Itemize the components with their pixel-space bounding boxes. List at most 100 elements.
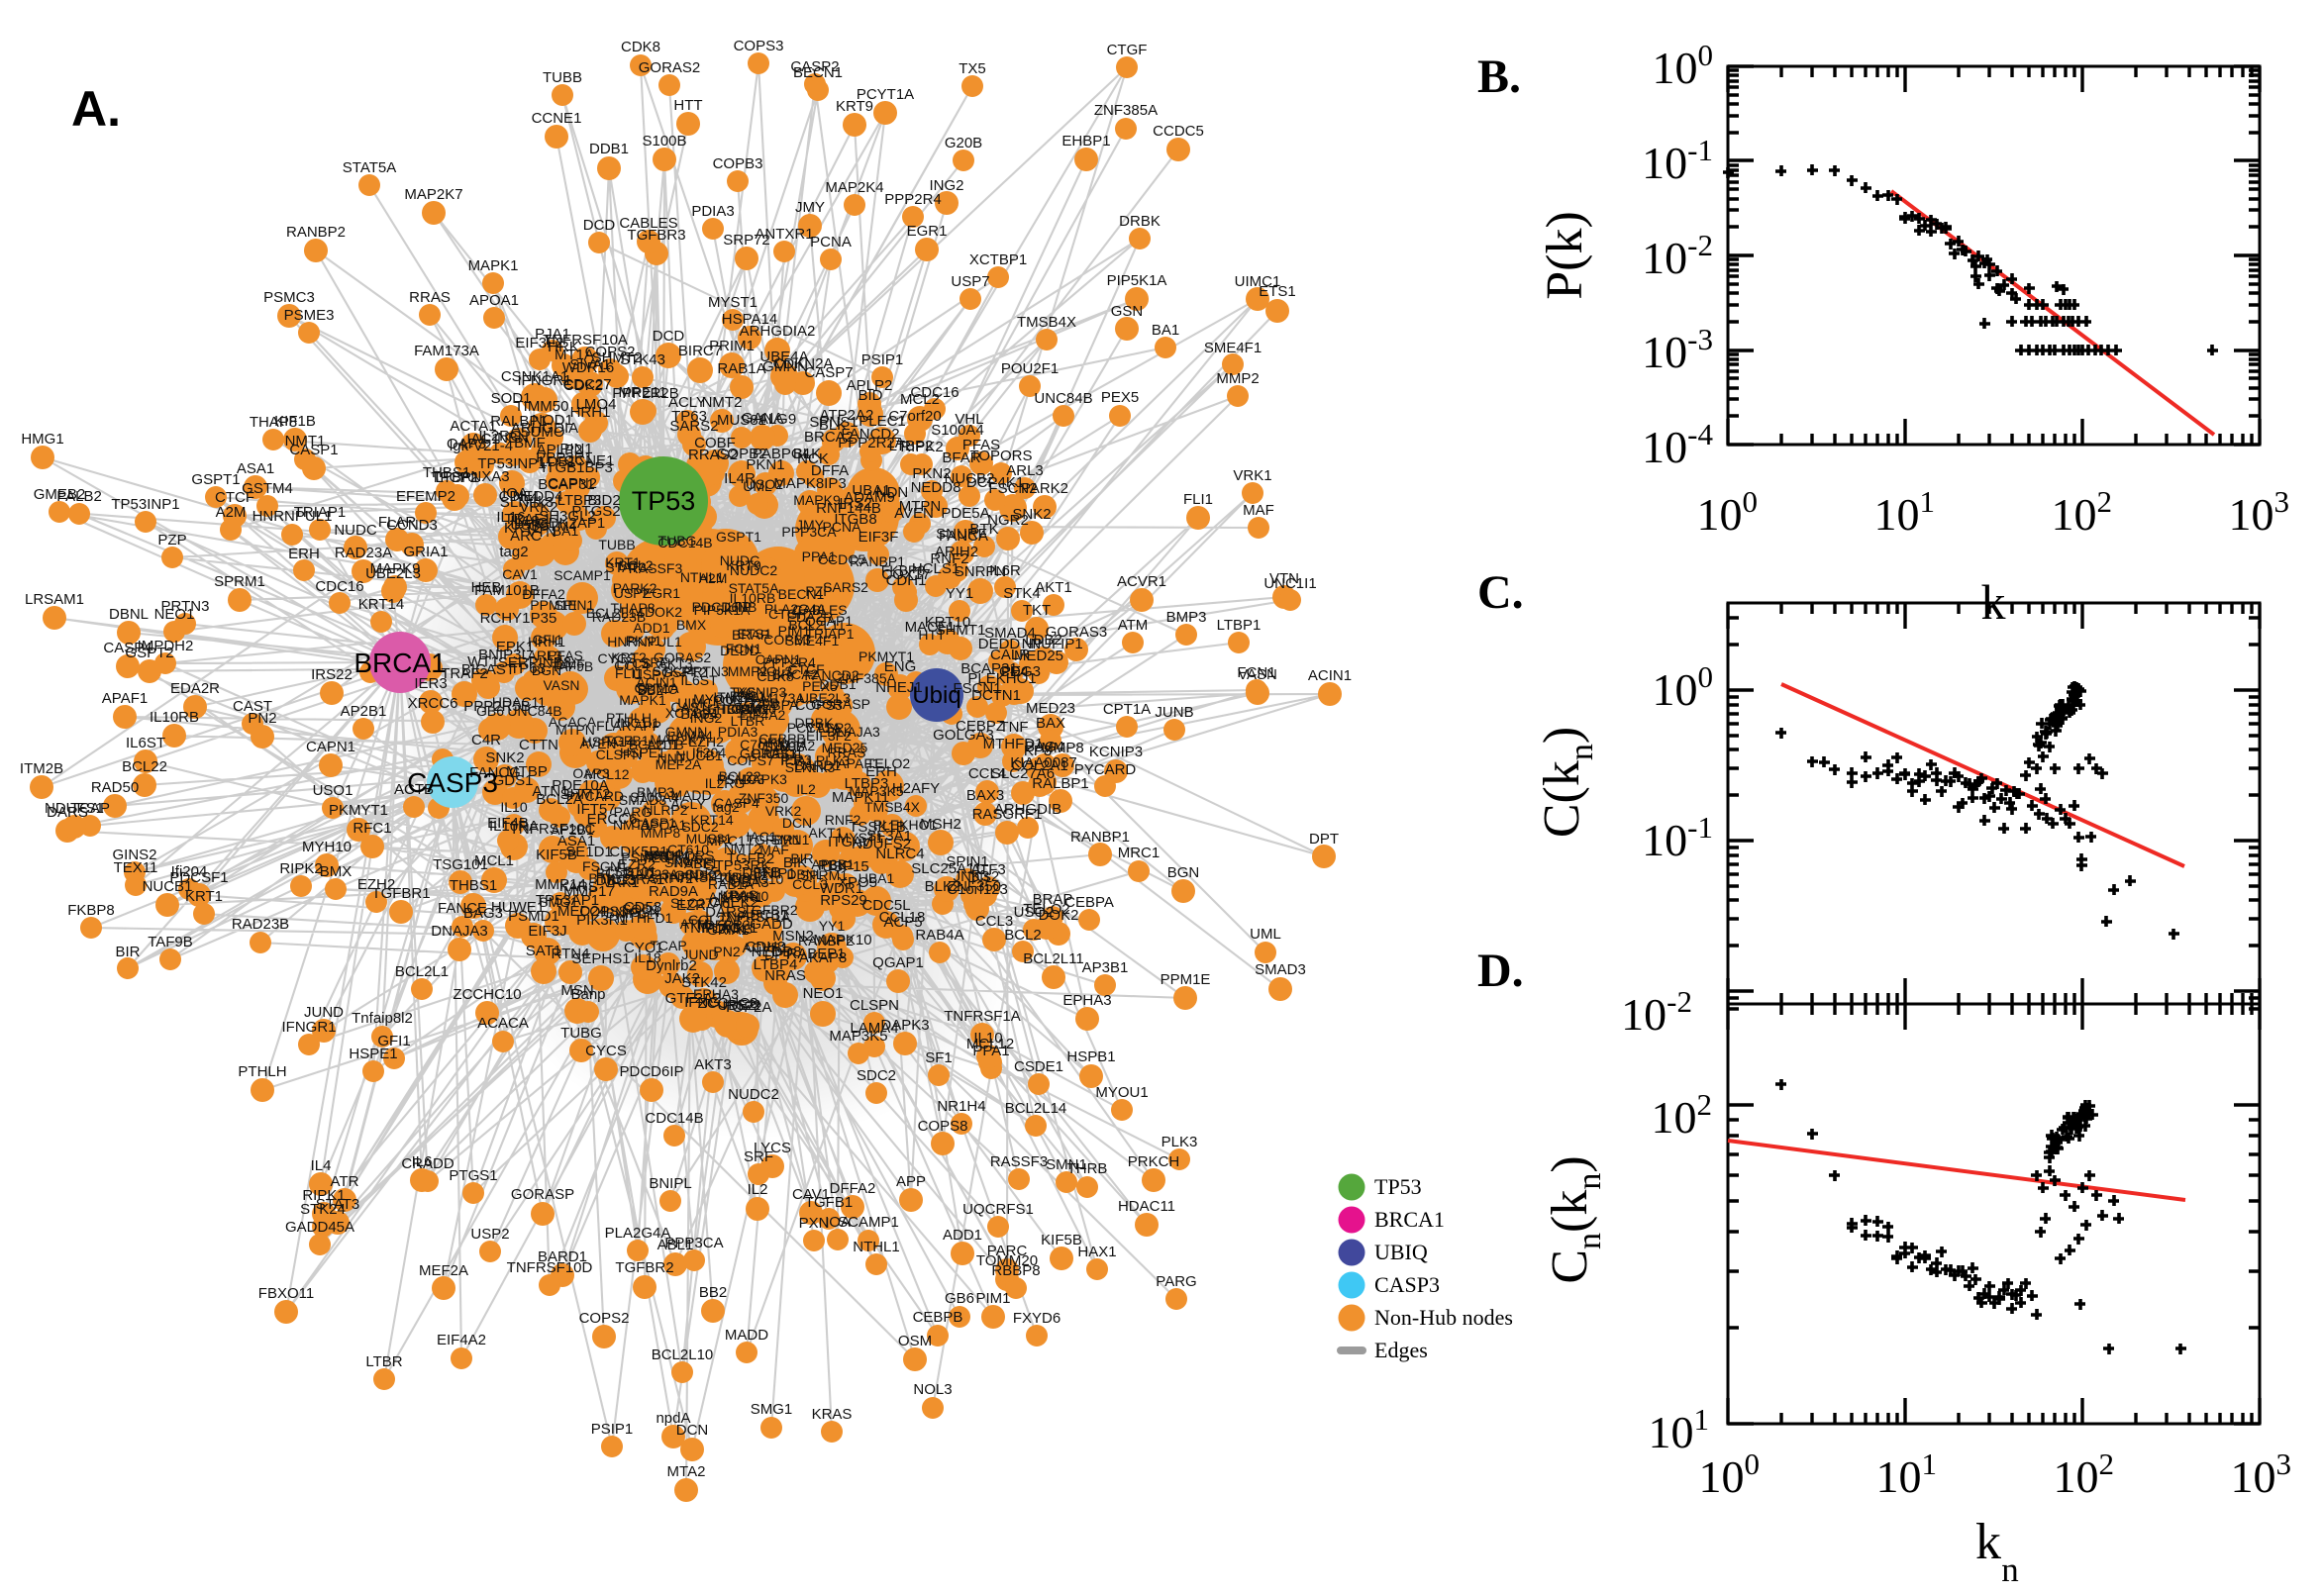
svg-text:RANBP2: RANBP2 xyxy=(286,224,346,241)
svg-text:STK43: STK43 xyxy=(620,351,665,368)
svg-text:IL18: IL18 xyxy=(510,513,539,530)
svg-text:CASP1: CASP1 xyxy=(289,442,338,458)
svg-text:IAC1: IAC1 xyxy=(746,829,776,845)
svg-text:ZNF385A: ZNF385A xyxy=(837,670,897,686)
svg-text:MAPK11: MAPK11 xyxy=(832,789,889,806)
svg-text:ENG: ENG xyxy=(884,658,917,675)
svg-text:IL6ST: IL6ST xyxy=(680,672,718,688)
svg-text:BNIP1: BNIP1 xyxy=(753,865,795,882)
svg-text:RANBP1: RANBP1 xyxy=(1070,829,1130,846)
svg-text:BID2: BID2 xyxy=(587,492,620,509)
svg-text:IRS22: IRS22 xyxy=(311,666,353,683)
svg-text:HCLS1: HCLS1 xyxy=(912,560,960,577)
svg-text:BID: BID xyxy=(858,387,882,404)
svg-text:AVEN: AVEN xyxy=(579,736,616,751)
svg-text:GDS1: GDS1 xyxy=(493,772,534,789)
svg-text:BAG4: BAG4 xyxy=(1025,739,1064,755)
svg-text:PARC: PARC xyxy=(987,1243,1028,1259)
svg-text:CDK2: CDK2 xyxy=(563,377,603,394)
svg-text:TNFRSF10D: TNFRSF10D xyxy=(507,1259,593,1276)
svg-text:UBA3: UBA3 xyxy=(730,874,768,891)
svg-text:RAD23A: RAD23A xyxy=(335,545,392,561)
svg-text:GORAS2: GORAS2 xyxy=(654,649,712,665)
svg-text:BCL2L11: BCL2L11 xyxy=(788,617,846,633)
svg-text:PDE10A: PDE10A xyxy=(552,777,609,794)
svg-text:CAV1: CAV1 xyxy=(792,1186,830,1203)
svg-text:CABLES: CABLES xyxy=(619,215,677,232)
svg-text:CASP1: CASP1 xyxy=(631,815,676,831)
svg-text:CAST: CAST xyxy=(670,699,708,715)
svg-text:RTN4: RTN4 xyxy=(552,946,590,962)
svg-text:PTHLH: PTHLH xyxy=(606,710,652,726)
svg-text:SUMO: SUMO xyxy=(521,424,565,441)
svg-text:PRTN3: PRTN3 xyxy=(161,598,210,615)
svg-text:GANA: GANA xyxy=(742,410,784,427)
svg-text:MMP14: MMP14 xyxy=(535,876,586,893)
svg-text:ITM2B: ITM2B xyxy=(20,760,63,777)
svg-text:CPT1A: CPT1A xyxy=(1103,701,1151,718)
svg-text:PJA1: PJA1 xyxy=(780,752,814,768)
svg-text:BARD1: BARD1 xyxy=(795,757,842,773)
svg-text:NDUFS2: NDUFS2 xyxy=(852,836,911,852)
svg-text:CDC27: CDC27 xyxy=(562,376,611,393)
svg-text:FANCD2: FANCD2 xyxy=(804,667,858,683)
svg-text:TGFB2: TGFB2 xyxy=(727,850,774,867)
svg-text:KRT14: KRT14 xyxy=(690,812,734,828)
svg-text:IL6R: IL6R xyxy=(989,562,1021,579)
svg-text:ATF3: ATF3 xyxy=(970,861,1006,878)
svg-text:BRCA2: BRCA2 xyxy=(804,429,854,446)
svg-text:BNIPL: BNIPL xyxy=(649,1175,691,1192)
svg-text:BRAP: BRAP xyxy=(1033,891,1073,908)
svg-text:FKBP8: FKBP8 xyxy=(881,562,926,578)
svg-text:JNK3: JNK3 xyxy=(719,921,753,937)
svg-text:ARHGDIA2: ARHGDIA2 xyxy=(740,323,816,340)
svg-text:TSSK1B: TSSK1B xyxy=(849,819,906,836)
svg-text:GSN: GSN xyxy=(1111,303,1144,320)
svg-text:UBE2I: UBE2I xyxy=(717,997,759,1014)
svg-text:GSPT2: GSPT2 xyxy=(125,645,173,661)
svg-text:EIF3F2: EIF3F2 xyxy=(515,335,563,351)
svg-text:APP: APP xyxy=(634,718,661,734)
svg-text:EIF4B: EIF4B xyxy=(487,815,529,832)
svg-text:IOA: IOA xyxy=(502,485,528,502)
svg-text:YY1: YY1 xyxy=(946,585,973,602)
svg-text:CRADD: CRADD xyxy=(401,1155,454,1172)
svg-text:FLI1: FLI1 xyxy=(615,665,643,681)
svg-text:NR1H4: NR1H4 xyxy=(644,848,689,863)
svg-text:MACF1: MACF1 xyxy=(905,619,956,636)
svg-text:PCYT1A: PCYT1A xyxy=(787,720,842,736)
svg-text:SMAD4: SMAD4 xyxy=(984,625,1036,642)
svg-text:GSN: GSN xyxy=(630,904,659,920)
svg-text:DDB1: DDB1 xyxy=(819,676,857,692)
svg-text:CDC16: CDC16 xyxy=(315,578,363,595)
svg-text:NEDD4: NEDD4 xyxy=(513,488,563,505)
svg-text:SNRPN: SNRPN xyxy=(955,563,1007,580)
svg-text:MSN2: MSN2 xyxy=(772,928,814,945)
svg-text:HUWE1: HUWE1 xyxy=(491,899,545,916)
svg-text:CEBPA: CEBPA xyxy=(1064,894,1114,911)
svg-text:GORASP: GORASP xyxy=(811,696,870,712)
svg-text:P35: P35 xyxy=(531,610,557,627)
svg-text:LYCS: LYCS xyxy=(754,1140,791,1156)
svg-text:npdA: npdA xyxy=(667,851,700,867)
svg-text:SME4F1: SME4F1 xyxy=(1204,340,1262,356)
svg-text:CDK8: CDK8 xyxy=(621,39,660,55)
svg-text:IRS2: IRS2 xyxy=(839,495,871,512)
svg-text:BICAST: BICAST xyxy=(461,661,515,678)
svg-text:MCL12: MCL12 xyxy=(966,1036,1014,1052)
svg-text:RAD9A: RAD9A xyxy=(649,883,698,900)
svg-text:CDK2: CDK2 xyxy=(684,866,722,882)
svg-text:DFFA2: DFFA2 xyxy=(830,1180,876,1197)
svg-text:ACTB: ACTB xyxy=(647,737,683,752)
svg-text:ETS1: ETS1 xyxy=(1259,283,1296,300)
svg-text:ANTXR1: ANTXR1 xyxy=(708,889,762,905)
svg-text:COPS3: COPS3 xyxy=(795,697,843,713)
svg-text:EPK1: EPK1 xyxy=(496,639,534,655)
svg-text:CCL18: CCL18 xyxy=(879,909,926,926)
svg-text:PIM1: PIM1 xyxy=(778,623,811,639)
svg-text:RPS29: RPS29 xyxy=(820,892,867,909)
svg-text:Ifi204: Ifi204 xyxy=(171,863,208,880)
svg-text:NMT2: NMT2 xyxy=(702,394,743,411)
svg-text:TP53: TP53 xyxy=(632,486,696,516)
svg-text:DARS: DARS xyxy=(705,904,747,921)
